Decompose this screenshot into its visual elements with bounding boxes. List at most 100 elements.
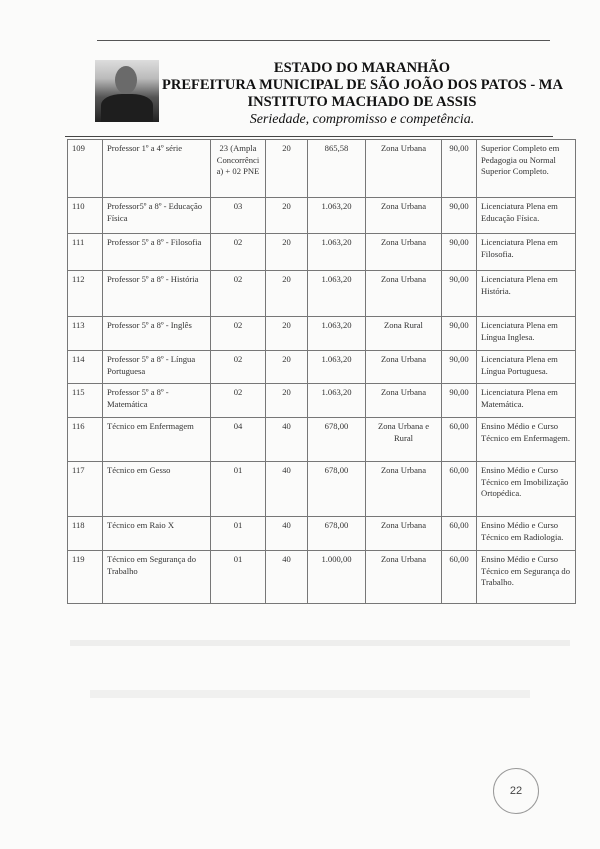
header-rule bbox=[97, 40, 550, 41]
cell-taxa: 90,00 bbox=[441, 197, 477, 234]
cell-salario: 1.063,20 bbox=[307, 383, 366, 418]
cell-taxa: 60,00 bbox=[441, 417, 477, 462]
cell-carga: 20 bbox=[265, 316, 308, 351]
cell-cargo: Professor 1º a 4º série bbox=[102, 139, 211, 198]
cell-taxa: 90,00 bbox=[441, 316, 477, 351]
cell-carga: 20 bbox=[265, 197, 308, 234]
cell-cargo: Professor 5º a 8º - História bbox=[102, 270, 211, 317]
cell-zona: Zona Urbana bbox=[365, 233, 442, 271]
table-row: 113 Professor 5º a 8º - Inglês 02 20 1.063,2… bbox=[67, 316, 576, 351]
cell-taxa: 90,00 bbox=[441, 270, 477, 317]
cell-code: 112 bbox=[67, 270, 103, 317]
cell-requisito: Licenciatura Plena em Matemática. bbox=[476, 383, 576, 418]
table-row: 111 Professor 5º a 8º - Filosofia 02 20 1.06… bbox=[67, 233, 576, 271]
header-prefecture: PREFEITURA MUNICIPAL DE SÃO JOÃO DOS PAT… bbox=[162, 77, 563, 93]
cell-zona: Zona Urbana bbox=[365, 139, 442, 198]
cell-zona: Zona Urbana e Rural bbox=[365, 417, 442, 462]
cell-vagas: 02 bbox=[210, 233, 266, 271]
cell-vagas: 23 (Ampla Concorrência) + 02 PNE bbox=[210, 139, 266, 198]
cell-requisito: Ensino Médio e Curso Técnico em Imobiliz… bbox=[476, 461, 576, 517]
cell-salario: 678,00 bbox=[307, 461, 366, 517]
cell-cargo: Professor 5º a 8º - Inglês bbox=[102, 316, 211, 351]
cell-cargo: Técnico em Segurança do Trabalho bbox=[102, 550, 211, 604]
cell-carga: 20 bbox=[265, 270, 308, 317]
cell-code: 117 bbox=[67, 461, 103, 517]
table-row: 109 Professor 1º a 4º série 23 (Ampla Conc… bbox=[67, 139, 576, 198]
cell-vagas: 02 bbox=[210, 316, 266, 351]
cell-zona: Zona Urbana bbox=[365, 270, 442, 317]
cell-cargo: Técnico em Raio X bbox=[102, 516, 211, 551]
cell-vagas: 04 bbox=[210, 417, 266, 462]
cell-code: 113 bbox=[67, 316, 103, 351]
cell-taxa: 90,00 bbox=[441, 383, 477, 418]
cell-salario: 678,00 bbox=[307, 516, 366, 551]
cell-carga: 20 bbox=[265, 139, 308, 198]
cell-zona: Zona Urbana bbox=[365, 550, 442, 604]
cell-code: 114 bbox=[67, 350, 103, 384]
cell-vagas: 01 bbox=[210, 461, 266, 517]
cell-taxa: 90,00 bbox=[441, 233, 477, 271]
cell-code: 109 bbox=[67, 139, 103, 198]
portrait-image bbox=[95, 60, 159, 122]
cell-taxa: 90,00 bbox=[441, 139, 477, 198]
bleed-through bbox=[90, 690, 530, 698]
cell-salario: 1.000,00 bbox=[307, 550, 366, 604]
cell-cargo: Técnico em Enfermagem bbox=[102, 417, 211, 462]
header-motto: Seriedade, compromisso e competência. bbox=[249, 112, 475, 127]
cell-vagas: 01 bbox=[210, 550, 266, 604]
cell-cargo: Técnico em Gesso bbox=[102, 461, 211, 517]
table-row: 116 Técnico em Enfermagem 04 40 678,00 Zona U… bbox=[67, 417, 576, 462]
cell-carga: 20 bbox=[265, 383, 308, 418]
cell-code: 119 bbox=[67, 550, 103, 604]
cell-requisito: Licenciatura Plena em Educação Física. bbox=[476, 197, 576, 234]
cell-salario: 678,00 bbox=[307, 417, 366, 462]
header-divider bbox=[65, 136, 553, 137]
header-state: ESTADO DO MARANHÃO bbox=[273, 60, 451, 76]
header-institute: INSTITUTO MACHADO DE ASSIS bbox=[247, 94, 477, 110]
cell-carga: 20 bbox=[265, 233, 308, 271]
cell-carga: 40 bbox=[265, 516, 308, 551]
table-row: 118 Técnico em Raio X 01 40 678,00 Zona Urban… bbox=[67, 516, 576, 551]
cell-code: 111 bbox=[67, 233, 103, 271]
table-row: 110 Professor5º a 8º - Educação Física 03 2… bbox=[67, 197, 576, 234]
cell-requisito: Licenciatura Plena em História. bbox=[476, 270, 576, 317]
cell-vagas: 02 bbox=[210, 350, 266, 384]
cell-requisito: Ensino Médio e Curso Técnico em Enfermag… bbox=[476, 417, 576, 462]
cell-zona: Zona Urbana bbox=[365, 350, 442, 384]
cell-cargo: Professor 5º a 8º - Filosofia bbox=[102, 233, 211, 271]
cell-salario: 1.063,20 bbox=[307, 233, 366, 271]
cell-requisito: Ensino Médio e Curso Técnico em Seguranç… bbox=[476, 550, 576, 604]
cell-carga: 40 bbox=[265, 550, 308, 604]
cell-vagas: 02 bbox=[210, 270, 266, 317]
cell-salario: 1.063,20 bbox=[307, 316, 366, 351]
cell-zona: Zona Urbana bbox=[365, 197, 442, 234]
cell-zona: Zona Urbana bbox=[365, 461, 442, 517]
cell-taxa: 60,00 bbox=[441, 516, 477, 551]
positions-table: 109 Professor 1º a 4º série 23 (Ampla Conc… bbox=[67, 139, 576, 604]
cell-salario: 1.063,20 bbox=[307, 350, 366, 384]
cell-vagas: 01 bbox=[210, 516, 266, 551]
cell-code: 118 bbox=[67, 516, 103, 551]
cell-carga: 40 bbox=[265, 461, 308, 517]
page-number: 22 bbox=[493, 768, 539, 814]
cell-carga: 40 bbox=[265, 417, 308, 462]
cell-code: 115 bbox=[67, 383, 103, 418]
cell-taxa: 60,00 bbox=[441, 550, 477, 604]
cell-vagas: 03 bbox=[210, 197, 266, 234]
table-row: 117 Técnico em Gesso 01 40 678,00 Zona Urbana… bbox=[67, 461, 576, 517]
cell-requisito: Licenciatura Plena em Filosofia. bbox=[476, 233, 576, 271]
cell-zona: Zona Urbana bbox=[365, 383, 442, 418]
table-row: 119 Técnico em Segurança do Trabalho 01 40 1… bbox=[67, 550, 576, 604]
cell-vagas: 02 bbox=[210, 383, 266, 418]
cell-salario: 1.063,20 bbox=[307, 197, 366, 234]
table-row: 114 Professor 5º a 8º - Língua Portuguesa… bbox=[67, 350, 576, 384]
cell-cargo: Professor5º a 8º - Educação Física bbox=[102, 197, 211, 234]
cell-requisito: Ensino Médio e Curso Técnico em Radiolog… bbox=[476, 516, 576, 551]
cell-salario: 865,58 bbox=[307, 139, 366, 198]
cell-zona: Zona Rural bbox=[365, 316, 442, 351]
cell-cargo: Professor 5º a 8º - Matemática bbox=[102, 383, 211, 418]
cell-taxa: 60,00 bbox=[441, 461, 477, 517]
cell-carga: 20 bbox=[265, 350, 308, 384]
cell-code: 110 bbox=[67, 197, 103, 234]
cell-cargo: Professor 5º a 8º - Língua Portuguesa bbox=[102, 350, 211, 384]
